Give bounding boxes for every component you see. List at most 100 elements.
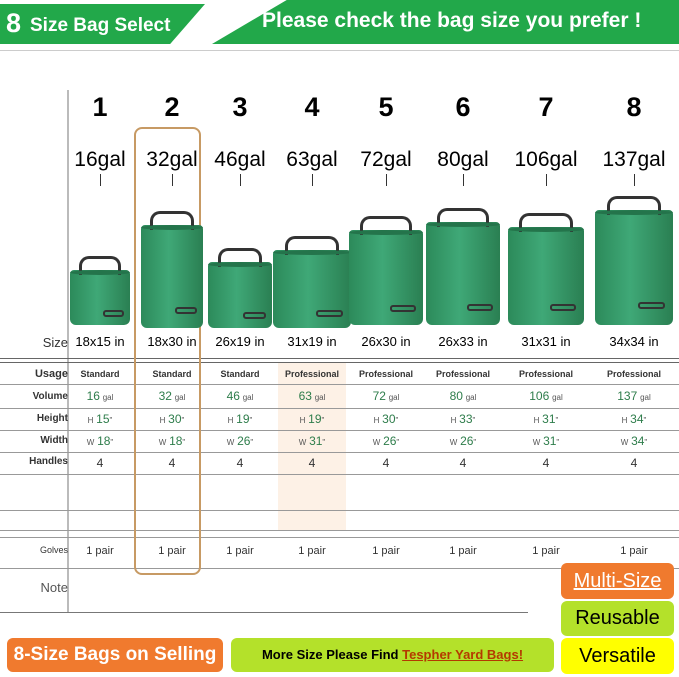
header-left-title: Size Bag Select (30, 15, 171, 36)
volume-value: 106 (529, 389, 550, 403)
width-prefix: W (532, 438, 541, 447)
inch-mark: " (321, 416, 325, 425)
bag-capacity-label: 106gal (514, 148, 578, 171)
bag-number: 2 (164, 92, 180, 122)
more-size-text: More Size Please Find (261, 647, 399, 662)
inch-mark: " (322, 438, 326, 447)
garden-bag-image (70, 256, 130, 325)
selected-size-highlight (134, 127, 201, 575)
volume-unit: gal (174, 393, 186, 402)
pointer-line (240, 174, 241, 186)
bag-volume: 137 gal (617, 389, 651, 403)
bag-height: H 30" (374, 412, 399, 426)
garden-bag-image (141, 211, 203, 328)
bag-gloves: 1 pair (226, 545, 254, 557)
bag-height: H 15" (88, 412, 113, 426)
pointer-line (312, 174, 313, 186)
bag-usage: Professional (518, 369, 574, 379)
row-label-note: Note (40, 580, 68, 595)
height-prefix: H (159, 416, 166, 425)
bag-volume: 106 gal (529, 389, 563, 403)
height-value: 19 (308, 412, 322, 426)
pointer-line (546, 174, 547, 186)
tespher-yard-bags-link[interactable]: Tespher Yard Bags! (402, 647, 524, 662)
header-left-banner (0, 4, 205, 44)
bag-gloves: 1 pair (158, 545, 186, 557)
bag-size: 34x34 in (609, 334, 659, 349)
height-value: 34 (630, 412, 644, 426)
inch-mark: " (395, 416, 399, 425)
width-value: 26 (383, 434, 397, 448)
inch-mark: " (644, 438, 648, 447)
width-prefix: W (449, 438, 458, 447)
volume-value: 63 (298, 389, 312, 403)
bag-number: 4 (304, 92, 320, 122)
bag-number: 6 (455, 92, 471, 122)
bag-gloves: 1 pair (86, 545, 114, 557)
bag-size: 18x15 in (75, 334, 125, 349)
bag-number: 7 (538, 92, 554, 122)
inch-mark: " (555, 416, 559, 425)
column-4-shade (278, 362, 346, 530)
width-prefix: W (298, 438, 307, 447)
volume-value: 16 (86, 389, 100, 403)
width-prefix: W (86, 438, 95, 447)
garden-bag-image (208, 248, 272, 328)
bag-capacity-label: 46gal (214, 148, 266, 171)
table-row-line (0, 362, 679, 363)
table-row-line (0, 430, 679, 431)
width-value: 26 (237, 434, 251, 448)
bag-capacity-label: 72gal (360, 148, 412, 171)
divider (0, 50, 679, 51)
table-row-line (0, 358, 679, 359)
volume-unit: gal (640, 393, 651, 402)
width-prefix: W (620, 438, 629, 447)
bag-width: W 34" (621, 434, 648, 448)
table-row-line (0, 474, 679, 475)
header-right-title: Please check the bag size you prefer ! (262, 9, 642, 32)
bag-volume: 72 gal (373, 389, 400, 403)
inch-mark: " (643, 416, 647, 425)
header-left-number: 8 (6, 8, 22, 38)
height-prefix: H (533, 416, 540, 425)
bag-number: 1 (92, 92, 108, 122)
table-row-line (0, 537, 679, 538)
table-row-line (0, 510, 679, 511)
multi-size-badge: Multi-Size (561, 563, 674, 599)
bag-number: 3 (232, 92, 248, 122)
width-value: 31 (543, 434, 557, 448)
width-prefix: W (158, 438, 167, 447)
bag-size: 31x31 in (521, 334, 571, 349)
bag-gloves: 1 pair (449, 545, 477, 557)
bag-volume: 16 gal (87, 389, 114, 403)
inch-mark: " (556, 438, 560, 447)
label-column-divider (67, 90, 69, 612)
bag-usage: Professional (606, 369, 662, 379)
bag-handles: 4 (308, 456, 316, 470)
width-prefix: W (372, 438, 381, 447)
inch-mark: " (110, 438, 114, 447)
volume-value: 72 (372, 389, 386, 403)
header-right-banner (212, 0, 679, 44)
bag-height: H 34" (622, 412, 647, 426)
table-row-line (0, 530, 679, 531)
bag-height: H 33" (451, 412, 476, 426)
bag-height: H 31" (534, 412, 559, 426)
height-prefix: H (87, 416, 94, 425)
bag-capacity-label: 16gal (74, 148, 126, 171)
width-value: 18 (169, 434, 183, 448)
bag-size: 31x19 in (287, 334, 337, 349)
bag-gloves: 1 pair (372, 545, 400, 557)
bag-usage: Professional (284, 369, 340, 379)
width-value: 18 (97, 434, 111, 448)
height-prefix: H (450, 416, 457, 425)
row-label-usage: Usage (34, 368, 68, 380)
bag-gloves: 1 pair (620, 545, 648, 557)
width-value: 34 (631, 434, 645, 448)
garden-bag-image (426, 208, 500, 325)
garden-bag-image (273, 236, 351, 328)
bag-handles: 4 (459, 456, 467, 470)
more-size-banner: More Size Please Find Tespher Yard Bags! (231, 638, 554, 672)
sizes-on-selling-badge: 8-Size Bags on Selling (7, 638, 223, 672)
bag-height: H 19" (300, 412, 325, 426)
